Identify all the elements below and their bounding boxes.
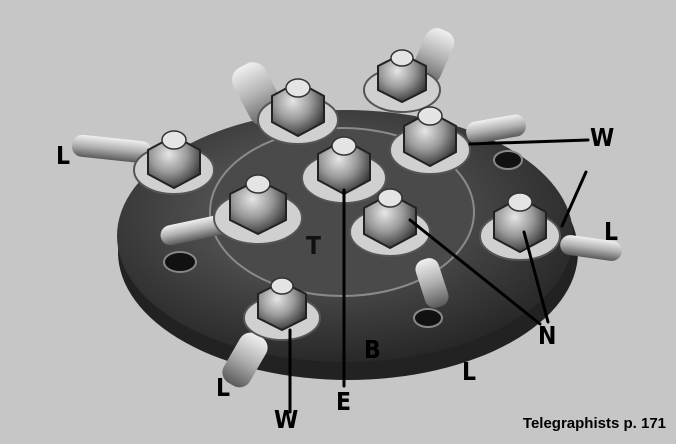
label-E: E	[336, 388, 352, 417]
label-B: B	[364, 336, 381, 365]
label-N: N	[538, 322, 557, 351]
label-W-bottom: W	[274, 406, 299, 435]
label-W-top: W	[590, 124, 615, 153]
photo-caption: Telegraphists p. 171	[522, 415, 666, 432]
label-L-bottom-right: L	[462, 358, 477, 387]
label-L-bottom-left: L	[216, 374, 231, 403]
label-L-left: L	[56, 142, 71, 171]
label-T: T	[306, 232, 322, 261]
label-L-right: L	[604, 218, 619, 247]
